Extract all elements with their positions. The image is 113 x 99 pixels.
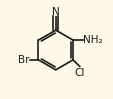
Text: N: N [51,7,59,17]
Text: Br: Br [18,55,29,65]
Text: NH₂: NH₂ [82,35,102,45]
Text: Cl: Cl [74,68,84,78]
